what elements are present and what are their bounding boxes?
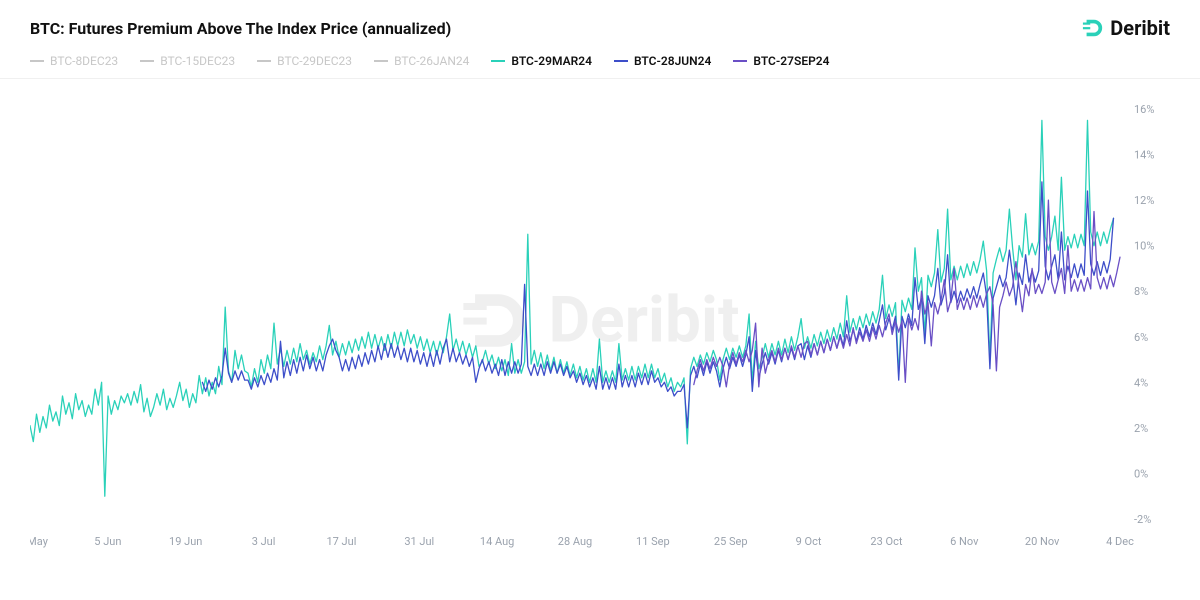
legend-item[interactable]: BTC-15DEC23: [140, 54, 235, 68]
y-tick-label: 8%: [1134, 285, 1148, 298]
x-tick-label: 22 May: [30, 535, 49, 548]
x-tick-label: 5 Jun: [94, 535, 121, 548]
x-tick-label: 20 Nov: [1025, 535, 1060, 548]
y-tick-label: 4%: [1134, 376, 1148, 389]
x-tick-label: 9 Oct: [796, 535, 822, 548]
x-tick-label: 3 Jul: [252, 535, 276, 548]
x-tick-label: 6 Nov: [950, 535, 979, 548]
brand-logo: Deribit: [1082, 16, 1170, 40]
chart-legend: BTC-8DEC23 BTC-15DEC23 BTC-29DEC23 BTC-26JA…: [0, 48, 1200, 79]
x-tick-label: 19 Jun: [169, 535, 202, 548]
legend-item[interactable]: BTC-29DEC23: [257, 54, 352, 68]
legend-item[interactable]: BTC-26JAN24: [374, 54, 469, 68]
brand-name: Deribit: [1110, 16, 1170, 40]
x-tick-label: 4 Dec: [1106, 535, 1134, 548]
chart-area: Deribit -2%0%2%4%6%8%10%12%14%16%22 May5…: [30, 99, 1170, 559]
x-tick-label: 23 Oct: [870, 535, 902, 548]
legend-swatch: [374, 60, 388, 62]
deribit-icon: [1082, 17, 1104, 39]
x-tick-label: 31 Jul: [404, 535, 434, 548]
legend-swatch: [491, 60, 505, 62]
legend-label: BTC-29MAR24: [511, 54, 592, 68]
page-title: BTC: Futures Premium Above The Index Pri…: [30, 19, 451, 38]
x-tick-label: 28 Aug: [558, 535, 592, 548]
y-tick-label: 0%: [1134, 467, 1148, 480]
y-tick-label: 6%: [1134, 331, 1148, 344]
legend-item[interactable]: BTC-8DEC23: [30, 54, 118, 68]
y-tick-label: 16%: [1134, 103, 1154, 116]
legend-swatch: [614, 60, 628, 62]
legend-swatch: [140, 60, 154, 62]
y-tick-label: 10%: [1134, 240, 1154, 253]
legend-label: BTC-27SEP24: [753, 54, 829, 68]
legend-swatch: [733, 60, 747, 62]
series-line: [30, 120, 1114, 496]
legend-label: BTC-26JAN24: [394, 54, 469, 68]
x-tick-label: 14 Aug: [480, 535, 514, 548]
y-tick-label: 12%: [1134, 194, 1154, 207]
x-tick-label: 11 Sep: [636, 535, 670, 548]
legend-swatch: [257, 60, 271, 62]
x-tick-label: 17 Jul: [326, 535, 356, 548]
chart-header: BTC: Futures Premium Above The Index Pri…: [0, 0, 1200, 48]
y-tick-label: -2%: [1134, 513, 1151, 526]
legend-item[interactable]: BTC-27SEP24: [733, 54, 829, 68]
legend-label: BTC-15DEC23: [160, 54, 235, 68]
y-tick-label: 14%: [1134, 149, 1154, 162]
legend-item[interactable]: BTC-29MAR24: [491, 54, 592, 68]
y-tick-label: 2%: [1134, 422, 1148, 435]
legend-item[interactable]: BTC-28JUN24: [614, 54, 711, 68]
legend-label: BTC-29DEC23: [277, 54, 352, 68]
line-chart: -2% 0% 2% 4% 6% 8% 10% 12% 14% 16% 22 May 5 Jun 19 J…: [30, 99, 1170, 559]
legend-label: BTC-28JUN24: [634, 54, 711, 68]
x-tick-label: 25 Sep: [714, 535, 748, 548]
legend-label: BTC-8DEC23: [50, 54, 118, 68]
legend-swatch: [30, 60, 44, 62]
